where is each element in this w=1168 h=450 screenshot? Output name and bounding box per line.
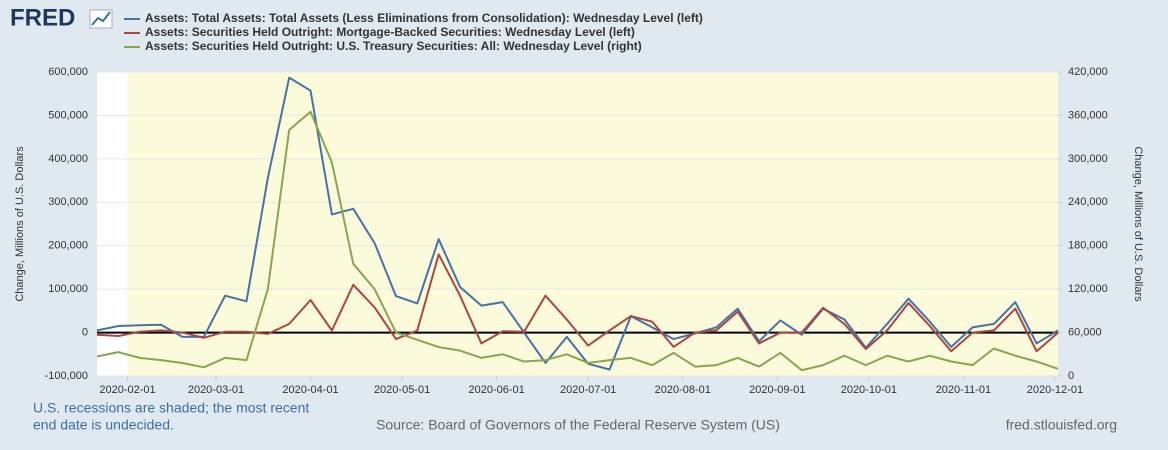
y2-tick-label: 60,000 bbox=[1068, 326, 1102, 338]
y2-tick-label: 420,000 bbox=[1068, 66, 1108, 78]
x-tick-label: 2020-08-01 bbox=[655, 384, 711, 396]
logo: FRED bbox=[10, 4, 75, 31]
legend-label: Assets: Securities Held Outright: U.S. T… bbox=[145, 39, 642, 53]
x-tick-label: 2020-03-01 bbox=[188, 384, 244, 396]
series-line bbox=[96, 76, 1059, 371]
recession-shading bbox=[127, 72, 1058, 376]
series-line bbox=[96, 110, 1059, 372]
y2-axis-label: Change, Millions of U.S. Dollars bbox=[1132, 146, 1144, 302]
x-tick-label: 2020-06-01 bbox=[469, 384, 525, 396]
note: end date is undecided. bbox=[33, 417, 174, 433]
y2-tick-label: 180,000 bbox=[1068, 240, 1108, 252]
source: Source: Board of Governors of the Federa… bbox=[376, 417, 780, 433]
y2-tick-label: 240,000 bbox=[1068, 196, 1108, 208]
y-tick-label: 500,000 bbox=[48, 109, 88, 121]
note: U.S. recessions are shaded; the most rec… bbox=[33, 400, 309, 416]
legend-label: Assets: Total Assets: Total Assets (Less… bbox=[145, 11, 703, 25]
logo-icon bbox=[89, 9, 113, 29]
legend-label: Assets: Securities Held Outright: Mortga… bbox=[145, 25, 635, 39]
x-tick-label: 2020-09-01 bbox=[749, 384, 805, 396]
x-tick-label: 2020-07-01 bbox=[560, 384, 616, 396]
y-tick-label: 400,000 bbox=[48, 153, 88, 165]
x-tick-label: 2020-04-01 bbox=[282, 384, 338, 396]
y-tick-label: 0 bbox=[82, 326, 88, 338]
y2-tick-label: 120,000 bbox=[1068, 283, 1108, 295]
y2-tick-label: 0 bbox=[1068, 370, 1074, 382]
x-tick-label: 2020-05-01 bbox=[374, 384, 430, 396]
y-axis-label: Change, Millions of U.S. Dollars bbox=[14, 146, 26, 302]
x-tick-label: 2020-02-01 bbox=[99, 384, 155, 396]
x-tick-label: 2020-12-01 bbox=[1027, 384, 1083, 396]
y-tick-label: 300,000 bbox=[48, 196, 88, 208]
y-tick-label: -100,000 bbox=[45, 370, 88, 382]
y2-tick-label: 300,000 bbox=[1068, 153, 1108, 165]
y-tick-label: 200,000 bbox=[48, 240, 88, 252]
y-tick-label: 100,000 bbox=[48, 283, 88, 295]
y-tick-label: 600,000 bbox=[48, 66, 88, 78]
x-tick-label: 2020-10-01 bbox=[841, 384, 897, 396]
y2-tick-label: 360,000 bbox=[1068, 109, 1108, 121]
site: fred.stlouisfed.org bbox=[1006, 417, 1117, 433]
series-line bbox=[96, 253, 1059, 353]
x-tick-label: 2020-11-01 bbox=[936, 384, 991, 396]
